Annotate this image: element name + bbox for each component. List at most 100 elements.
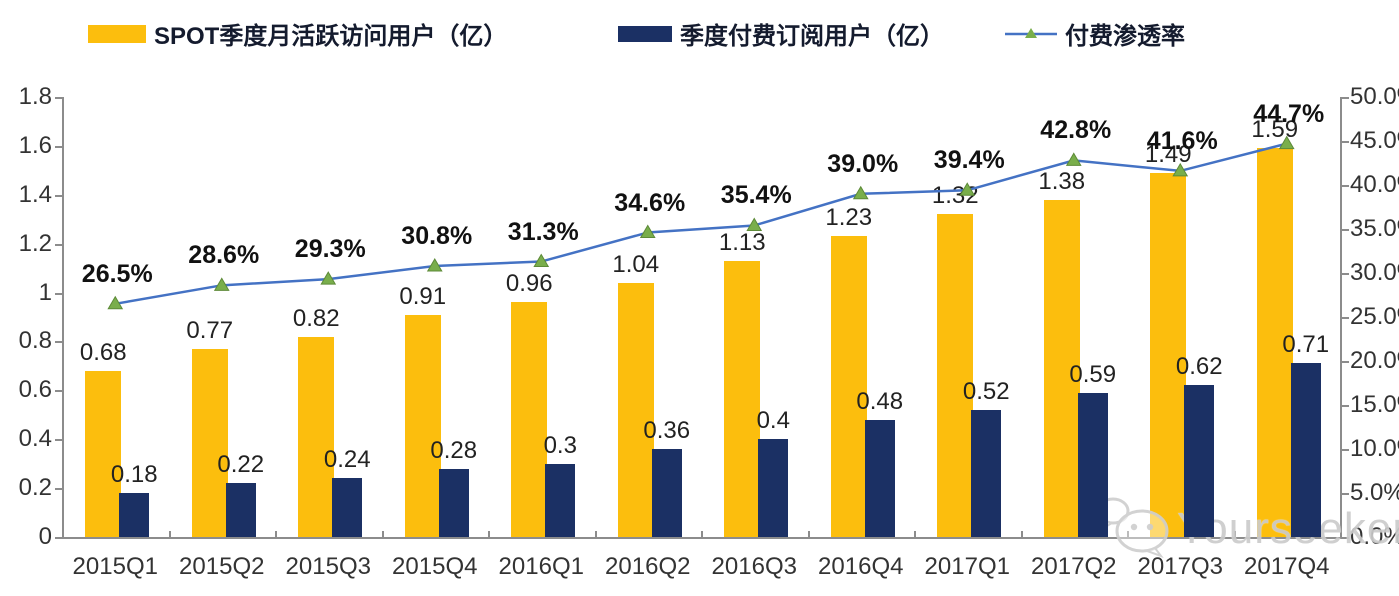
bar-mau-value-label: 1.04 [612, 250, 660, 278]
right-axis-tick [1342, 537, 1349, 539]
bar-mau [724, 260, 761, 537]
x-axis-category-label: 2015Q4 [392, 553, 478, 580]
bar-subscribers-value-label: 0.3 [543, 431, 577, 459]
left-axis-tick-label: 0.8 [18, 327, 52, 355]
legend-item-penetration: 付费渗透率 [1005, 16, 1185, 51]
x-axis-category-label: 2016Q1 [498, 553, 584, 580]
bar-subscribers [438, 468, 469, 537]
left-axis-tick [55, 243, 62, 246]
left-axis-line [62, 97, 64, 537]
bar-mau-value-label: 1.32 [931, 182, 979, 210]
x-axis-tick [62, 531, 64, 539]
legend-swatch [618, 25, 672, 42]
right-axis-tick [1342, 405, 1349, 407]
left-axis-tick-label: 0.2 [18, 474, 52, 502]
right-axis-tick-label: 20.0% [1350, 347, 1399, 374]
bar-subscribers-value-label: 0.62 [1175, 353, 1223, 381]
x-axis-category-label: 2016Q4 [818, 553, 904, 580]
left-axis-tick-label: 1.6 [18, 131, 52, 159]
bar-mau [937, 214, 974, 537]
bar-subscribers [651, 449, 682, 537]
x-axis-category-label: 2015Q2 [179, 553, 265, 580]
bar-mau-value-label: 1.38 [1038, 167, 1086, 195]
penetration-value-label: 30.8% [401, 221, 473, 250]
bar-mau [830, 236, 867, 537]
x-axis-category-label: 2015Q1 [72, 553, 158, 580]
left-axis-tick [55, 97, 62, 99]
bar-mau [511, 302, 548, 537]
x-axis-category-label: 2016Q3 [711, 553, 797, 580]
x-axis-tick [594, 531, 597, 539]
penetration-line-marker [107, 295, 124, 310]
bar-subscribers-value-label: 0.48 [856, 387, 904, 415]
left-axis-tick [55, 390, 62, 393]
penetration-value-label: 28.6% [188, 241, 260, 270]
right-axis-tick [1342, 185, 1349, 187]
x-axis-tick [1020, 531, 1023, 539]
x-axis-tick [168, 531, 171, 539]
left-axis-tick-label: 0.6 [18, 376, 52, 404]
penetration-line-marker [1065, 152, 1082, 166]
left-axis-tick [55, 439, 62, 442]
legend-line-marker [1005, 27, 1057, 38]
legend-label: 付费渗透率 [1065, 23, 1185, 50]
bar-mau-value-label: 0.91 [399, 282, 447, 310]
x-axis-tick [1127, 531, 1129, 539]
legend-label: SPOT季度月活跃访问用户（亿） [154, 23, 508, 50]
penetration-line-marker [533, 253, 550, 268]
right-axis-tick-label: 45.0% [1350, 127, 1399, 154]
left-axis-tick-label: 1.8 [18, 83, 52, 110]
right-axis-tick-label: 5.0% [1350, 479, 1399, 506]
bar-subscribers [758, 439, 789, 537]
x-axis-category-label: 2017Q4 [1244, 553, 1330, 580]
right-axis-tick-label: 40.0% [1350, 171, 1399, 198]
right-axis-tick [1342, 449, 1349, 451]
bar-mau-value-label: 0.68 [79, 338, 127, 366]
penetration-value-label: 26.5% [81, 259, 153, 288]
x-axis-category-label: 2016Q2 [605, 553, 691, 580]
penetration-line-marker [852, 185, 869, 200]
x-axis-tick [488, 531, 490, 539]
penetration-value-label: 44.7% [1253, 99, 1325, 128]
penetration-line-marker [639, 224, 656, 239]
bar-subscribers [225, 483, 256, 537]
bar-subscribers-value-label: 0.18 [110, 461, 158, 488]
x-axis-category-label: 2017Q3 [1137, 553, 1223, 580]
bar-mau [191, 348, 228, 537]
penetration-line [115, 142, 1288, 306]
x-axis-tick [701, 531, 703, 539]
right-axis-tick [1342, 361, 1349, 363]
bar-mau [617, 282, 654, 537]
right-axis-tick [1342, 317, 1349, 319]
bar-subscribers-value-label: 0.36 [643, 417, 691, 444]
right-axis-tick-label: 35.0% [1350, 215, 1399, 242]
bar-mau-value-label: 0.96 [505, 270, 553, 298]
penetration-value-label: 42.8% [1040, 116, 1112, 145]
right-axis-tick-label: 0.0% [1350, 523, 1399, 550]
legend-swatch [88, 24, 146, 43]
right-axis-tick [1342, 273, 1349, 275]
right-axis-tick [1342, 141, 1349, 143]
bar-mau [298, 336, 335, 537]
bar-subscribers [119, 493, 150, 537]
penetration-value-label: 39.0% [827, 149, 899, 178]
penetration-line-marker [426, 257, 443, 272]
bar-subscribers-value-label: 0.59 [1069, 360, 1117, 388]
x-axis-tick [807, 531, 810, 539]
bar-subscribers [1290, 363, 1321, 537]
left-axis-tick-label: 1.4 [18, 180, 52, 208]
x-axis-tick [275, 531, 277, 539]
left-axis-tick-label: 1 [38, 278, 52, 306]
left-axis-tick-label: 1.2 [18, 229, 52, 257]
bar-subscribers-value-label: 0.28 [430, 436, 478, 464]
x-axis-category-label: 2015Q3 [285, 553, 371, 580]
bar-subscribers-value-label: 0.71 [1282, 331, 1330, 359]
penetration-line-marker [213, 277, 230, 291]
left-axis-tick [55, 145, 62, 148]
bar-mau-value-label: 0.82 [292, 304, 340, 332]
right-axis-tick [1342, 97, 1349, 99]
penetration-value-label: 41.6% [1146, 126, 1218, 155]
right-axis-tick-label: 50.0% [1350, 83, 1399, 110]
x-axis-tick [381, 531, 384, 539]
